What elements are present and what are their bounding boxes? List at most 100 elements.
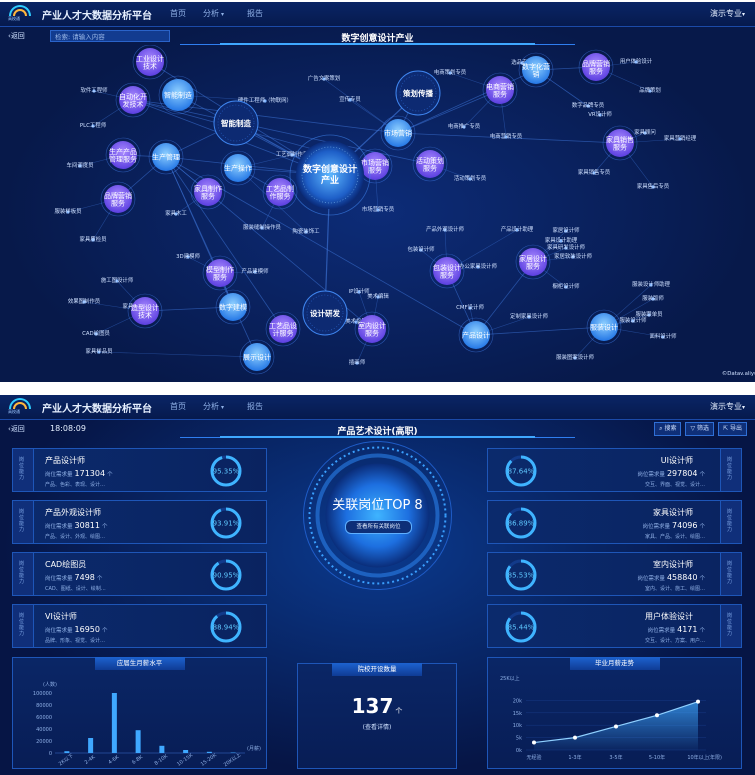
trend-point[interactable]	[573, 735, 577, 740]
graph-leaf[interactable]: 家具设计助理	[545, 236, 578, 244]
graph-node[interactable]: 生产操作	[220, 150, 256, 186]
view-all-jobs-button[interactable]: 查看所有关联岗位	[345, 520, 412, 534]
search-button[interactable]: ⌕ 搜索	[654, 422, 682, 436]
back-button[interactable]: ‹返回	[8, 31, 25, 41]
graph-node[interactable]: 生产管理	[148, 139, 184, 175]
salary-bar[interactable]	[88, 738, 94, 753]
graph-leaf[interactable]: 家居软装设计师	[554, 252, 592, 260]
trend-point[interactable]	[532, 740, 536, 745]
graph-leaf[interactable]: 服装缝制操作员	[243, 223, 281, 231]
graph-leaf[interactable]: 电商推广专员	[448, 122, 481, 130]
graph-leaf[interactable]: 施工图设计师	[101, 276, 134, 284]
graph-leaf[interactable]: 服装样板员	[55, 207, 83, 215]
job-card[interactable]: 岗位能力 VI设计师 岗位需求量 16950 个品牌、形象、视觉、设计… 88.94%	[12, 604, 267, 648]
graph-category-hub[interactable]: 策划传播	[395, 70, 441, 116]
nav-analysis[interactable]: 分析 ▾	[203, 401, 224, 412]
export-button[interactable]: ⇱ 导出	[718, 422, 747, 436]
graph-leaf[interactable]: 电商营销专员	[490, 132, 523, 140]
graph-leaf[interactable]: 服装版师	[642, 294, 664, 302]
graph-leaf[interactable]: 数字品牌专员	[572, 101, 605, 109]
graph-leaf[interactable]: 家具售后专员	[637, 182, 670, 190]
graph-leaf[interactable]: 3D建模师	[176, 252, 200, 260]
graph-leaf[interactable]: 家具顾问	[634, 128, 656, 136]
major-selector[interactable]: 演示专业▾	[710, 401, 745, 412]
graph-leaf[interactable]: 家居设计师	[553, 226, 581, 234]
graph-leaf[interactable]: 广告文案策划	[308, 74, 340, 82]
graph-node[interactable]: 产品设计	[458, 317, 494, 353]
graph-category-hub[interactable]: 设计研发	[302, 290, 348, 336]
trend-point[interactable]	[696, 699, 700, 704]
graph-leaf[interactable]: 品牌策划	[639, 86, 661, 94]
job-card[interactable]: 岗位能力 UI设计师 岗位需求量 297804 个交互、界面、视觉、设计… 87.64%	[487, 448, 742, 492]
graph-node[interactable]: 市场营销	[380, 115, 416, 151]
filter-button[interactable]: ▽ 筛选	[685, 422, 715, 436]
graph-node[interactable]: 智能制造	[158, 75, 198, 115]
nav-home[interactable]: 首页	[170, 402, 186, 411]
job-card[interactable]: 岗位能力 室内设计师 岗位需求量 458840 个室内、设计、施工、绘图… 85.53%	[487, 552, 742, 596]
graph-leaf[interactable]: CMF设计师	[456, 303, 484, 311]
graph-leaf[interactable]: 陶瓷装饰工	[293, 227, 321, 235]
graph-leaf[interactable]: 宣传专员	[339, 95, 361, 103]
graph-leaf[interactable]: IP设计师	[348, 287, 370, 295]
major-selector[interactable]: 演示专业▾	[710, 8, 745, 19]
graph-leaf[interactable]: 美术编辑	[367, 292, 389, 300]
graph-leaf[interactable]: 产品设计助理	[501, 225, 534, 233]
nav-report[interactable]: 报告	[247, 402, 263, 411]
graph-leaf[interactable]: 家具销售专员	[578, 168, 611, 176]
graph-leaf[interactable]: 服装设计师	[620, 316, 648, 324]
graph-leaf[interactable]: 服装图案设计师	[556, 353, 594, 361]
job-card[interactable]: 岗位能力 产品外观设计师 岗位需求量 30811 个产品、设计、外观、绘图… 93.91%	[12, 500, 267, 544]
graph-leaf[interactable]: 选品专员	[511, 58, 533, 66]
nav-analysis[interactable]: 分析 ▾	[203, 8, 224, 19]
graph-category-hub[interactable]: 智能制造	[213, 100, 259, 146]
graph-node[interactable]: 展示设计	[239, 339, 275, 375]
view-details-link[interactable]: (查看详情)	[362, 724, 392, 731]
graph-leaf[interactable]: CAD绘图员	[82, 329, 110, 337]
graph-leaf[interactable]: 市场营销专员	[362, 205, 395, 213]
salary-bar[interactable]	[111, 693, 117, 753]
graph-leaf[interactable]: 工艺调制作员	[276, 150, 309, 158]
job-card[interactable]: 岗位能力 家具设计师 岗位需求量 74096 个家具、产品、设计、绘图… 86.89%	[487, 500, 742, 544]
graph-leaf[interactable]: 家具质检员	[80, 235, 108, 243]
graph-leaf[interactable]: 家具营销经理	[664, 134, 697, 142]
graph-leaf[interactable]: 插画师	[349, 358, 366, 366]
graph-leaf[interactable]: 服装设计师助理	[632, 280, 670, 288]
graph-node[interactable]: 数字建模	[215, 289, 251, 325]
graph-leaf[interactable]: VR设计师	[588, 110, 612, 118]
graph-leaf[interactable]: 车间调度员	[67, 161, 95, 169]
salary-bar[interactable]	[206, 751, 212, 753]
graph-leaf[interactable]: 家具木工	[165, 209, 187, 217]
graph-leaf[interactable]: 面料设计师	[650, 332, 678, 340]
job-card[interactable]: 岗位能力 产品设计师 岗位需求量 171304 个产品、色彩、表现、设计… 95.35%	[12, 448, 267, 492]
graph-leaf[interactable]: 产品外观设计师	[426, 225, 464, 233]
salary-bar[interactable]	[64, 751, 70, 753]
graph-leaf[interactable]: 效果图制作员	[68, 297, 101, 305]
trend-point[interactable]	[614, 724, 618, 729]
graph-leaf[interactable]: 产品建模师	[242, 267, 270, 275]
job-card[interactable]: 岗位能力 CAD绘图员 岗位需求量 7498 个 CAD、图纸、设计、绘制… 90.95%	[12, 552, 267, 596]
salary-bar[interactable]	[159, 745, 165, 753]
salary-bar[interactable]	[135, 730, 141, 753]
graph-leaf[interactable]: 硬件工程师（物联网）	[238, 96, 292, 104]
graph-leaf[interactable]: PLC工程师	[80, 121, 107, 129]
nav-home[interactable]: 首页	[170, 9, 186, 18]
back-button[interactable]: ‹返回	[8, 424, 25, 434]
graph-node[interactable]: 服装设计	[586, 309, 622, 345]
graph-leaf[interactable]: 包装设计师	[408, 245, 436, 253]
graph-leaf[interactable]: 定制家具设计师	[510, 312, 548, 320]
